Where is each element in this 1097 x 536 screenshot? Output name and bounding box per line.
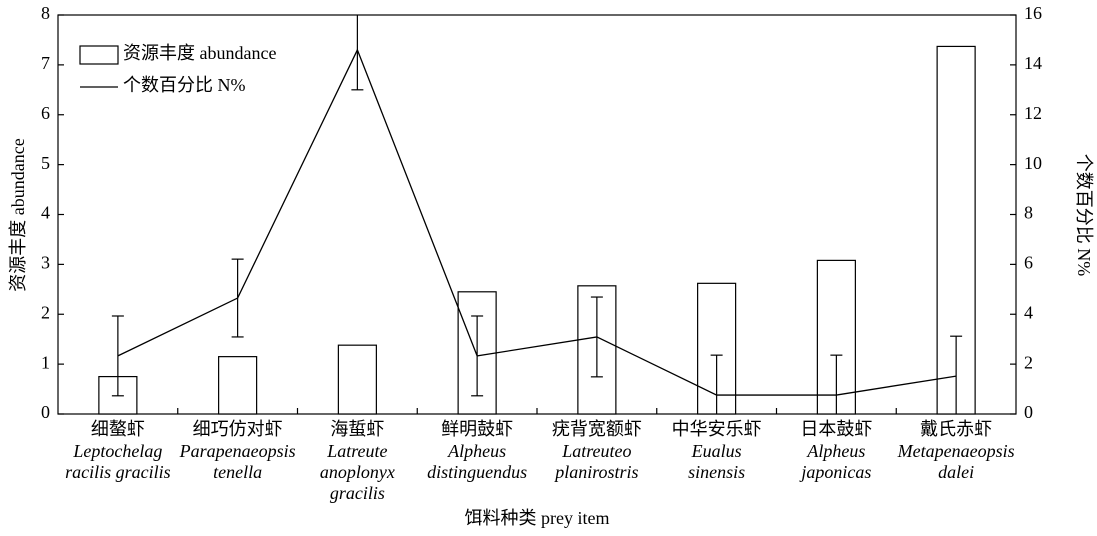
- x-tick-label: 疣背宽额虾: [552, 419, 642, 439]
- y2-tick-label: 2: [1024, 352, 1033, 372]
- y2-tick-label: 10: [1024, 153, 1042, 173]
- y2-tick-label: 6: [1024, 253, 1033, 273]
- y-tick-label: 4: [41, 203, 50, 223]
- x-tick-label: 戴氏赤虾: [920, 419, 992, 439]
- x-tick-label: 鲜明鼓虾: [441, 419, 513, 439]
- y2-tick-label: 12: [1024, 103, 1042, 123]
- x-tick-sublabel: gracilis: [330, 483, 385, 503]
- x-tick-sublabel: planirostris: [553, 462, 638, 482]
- x-tick-sublabel: Eualus: [691, 441, 742, 461]
- y2-tick-label: 8: [1024, 203, 1033, 223]
- x-tick-label: 中华安乐虾: [672, 419, 762, 439]
- x-tick-label: 细螯虾: [91, 419, 145, 439]
- x-tick-sublabel: anoplonyx: [320, 462, 395, 482]
- x-tick-sublabel: japonicas: [799, 462, 871, 482]
- x-tick-sublabel: dalei: [938, 462, 974, 482]
- bar: [218, 356, 258, 415]
- x-tick-sublabel: Metapenaeopsis: [897, 441, 1015, 461]
- y-tick-label: 5: [41, 153, 50, 173]
- y2-tick-label: 14: [1024, 53, 1042, 73]
- y2-tick-label: 4: [1024, 302, 1033, 322]
- x-tick-sublabel: Alpheus: [806, 441, 865, 461]
- y2-axis-label: 个数百分比 N%: [1074, 154, 1094, 277]
- x-tick-label: 细巧仿对虾: [193, 419, 283, 439]
- bar: [337, 344, 377, 415]
- legend-label: 个数百分比 N%: [123, 75, 246, 95]
- y-tick-label: 0: [41, 402, 50, 422]
- y-tick-label: 7: [41, 53, 50, 73]
- x-tick-sublabel: Latreuteo: [561, 441, 631, 461]
- legend-label: 资源丰度 abundance: [123, 43, 276, 63]
- y-tick-label: 3: [41, 253, 50, 273]
- y2-tick-label: 16: [1024, 3, 1042, 23]
- y-axis-label: 资源丰度 abundance: [8, 138, 28, 291]
- x-tick-sublabel: sinensis: [688, 462, 745, 482]
- legend-swatch: [79, 45, 119, 65]
- x-tick-sublabel: Leptochelag: [72, 441, 162, 461]
- y-tick-label: 6: [41, 103, 50, 123]
- x-axis-label: 饵料种类 prey item: [465, 508, 610, 528]
- x-tick-sublabel: distinguendus: [427, 462, 527, 482]
- x-tick-sublabel: racilis gracilis: [65, 462, 171, 482]
- x-tick-sublabel: Parapenaeopsis: [179, 441, 296, 461]
- x-tick-label: 日本鼓虾: [800, 419, 872, 439]
- line: [117, 48, 957, 396]
- x-tick-sublabel: Latreute: [326, 441, 387, 461]
- y-tick-label: 2: [41, 302, 50, 322]
- x-tick-sublabel: tenella: [213, 462, 262, 482]
- y2-tick-label: 0: [1024, 402, 1033, 422]
- x-tick-label: 海蜇虾: [330, 419, 384, 439]
- x-tick-sublabel: Alpheus: [447, 441, 506, 461]
- y-tick-label: 1: [41, 352, 50, 372]
- y-tick-label: 8: [41, 3, 50, 23]
